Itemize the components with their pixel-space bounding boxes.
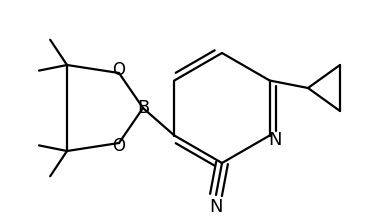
Text: O: O: [113, 61, 125, 79]
Text: O: O: [113, 137, 125, 155]
Text: N: N: [209, 198, 223, 216]
Text: B: B: [137, 99, 149, 117]
Text: N: N: [268, 131, 281, 148]
